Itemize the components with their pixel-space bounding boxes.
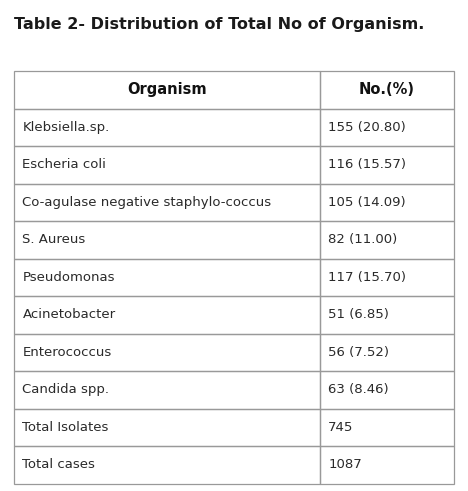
Text: Co-agulase negative staphylo-coccus: Co-agulase negative staphylo-coccus	[22, 196, 271, 209]
Text: Total cases: Total cases	[22, 459, 95, 471]
Text: S. Aureus: S. Aureus	[22, 233, 86, 246]
Text: Table 2- Distribution of Total No of Organism.: Table 2- Distribution of Total No of Org…	[14, 17, 424, 32]
Text: Total Isolates: Total Isolates	[22, 421, 109, 434]
Bar	[14, 409, 320, 446]
Bar	[14, 71, 320, 109]
Bar	[14, 371, 320, 409]
Bar	[320, 109, 454, 146]
Text: Organism: Organism	[127, 82, 207, 97]
Text: Klebsiella.sp.: Klebsiella.sp.	[22, 121, 110, 134]
Text: No.(%): No.(%)	[359, 82, 415, 97]
Text: Pseudomonas: Pseudomonas	[22, 271, 115, 284]
Bar	[14, 146, 320, 184]
Text: 105 (14.09): 105 (14.09)	[328, 196, 406, 209]
Bar	[320, 334, 454, 371]
Bar	[14, 259, 320, 296]
Text: Acinetobacter: Acinetobacter	[22, 308, 116, 322]
Text: 745: 745	[328, 421, 354, 434]
Bar	[14, 296, 320, 334]
Bar	[320, 184, 454, 221]
Bar	[14, 334, 320, 371]
Bar	[320, 259, 454, 296]
Bar	[320, 71, 454, 109]
Bar	[14, 184, 320, 221]
Bar	[320, 371, 454, 409]
Bar	[320, 409, 454, 446]
Bar	[320, 446, 454, 484]
Bar	[14, 109, 320, 146]
Bar	[320, 221, 454, 259]
Text: 116 (15.57): 116 (15.57)	[328, 159, 406, 171]
Text: 51 (6.85): 51 (6.85)	[328, 308, 389, 322]
Text: Candida spp.: Candida spp.	[22, 383, 110, 396]
Bar	[320, 146, 454, 184]
Bar	[14, 221, 320, 259]
Bar	[14, 446, 320, 484]
Text: 1087: 1087	[328, 459, 362, 471]
Text: 155 (20.80): 155 (20.80)	[328, 121, 406, 134]
Text: 56 (7.52): 56 (7.52)	[328, 346, 389, 359]
Text: Escheria coli: Escheria coli	[22, 159, 106, 171]
Text: Enterococcus: Enterococcus	[22, 346, 112, 359]
Bar	[320, 296, 454, 334]
Text: 82 (11.00): 82 (11.00)	[328, 233, 397, 246]
Text: 63 (8.46): 63 (8.46)	[328, 383, 389, 396]
Text: 117 (15.70): 117 (15.70)	[328, 271, 406, 284]
